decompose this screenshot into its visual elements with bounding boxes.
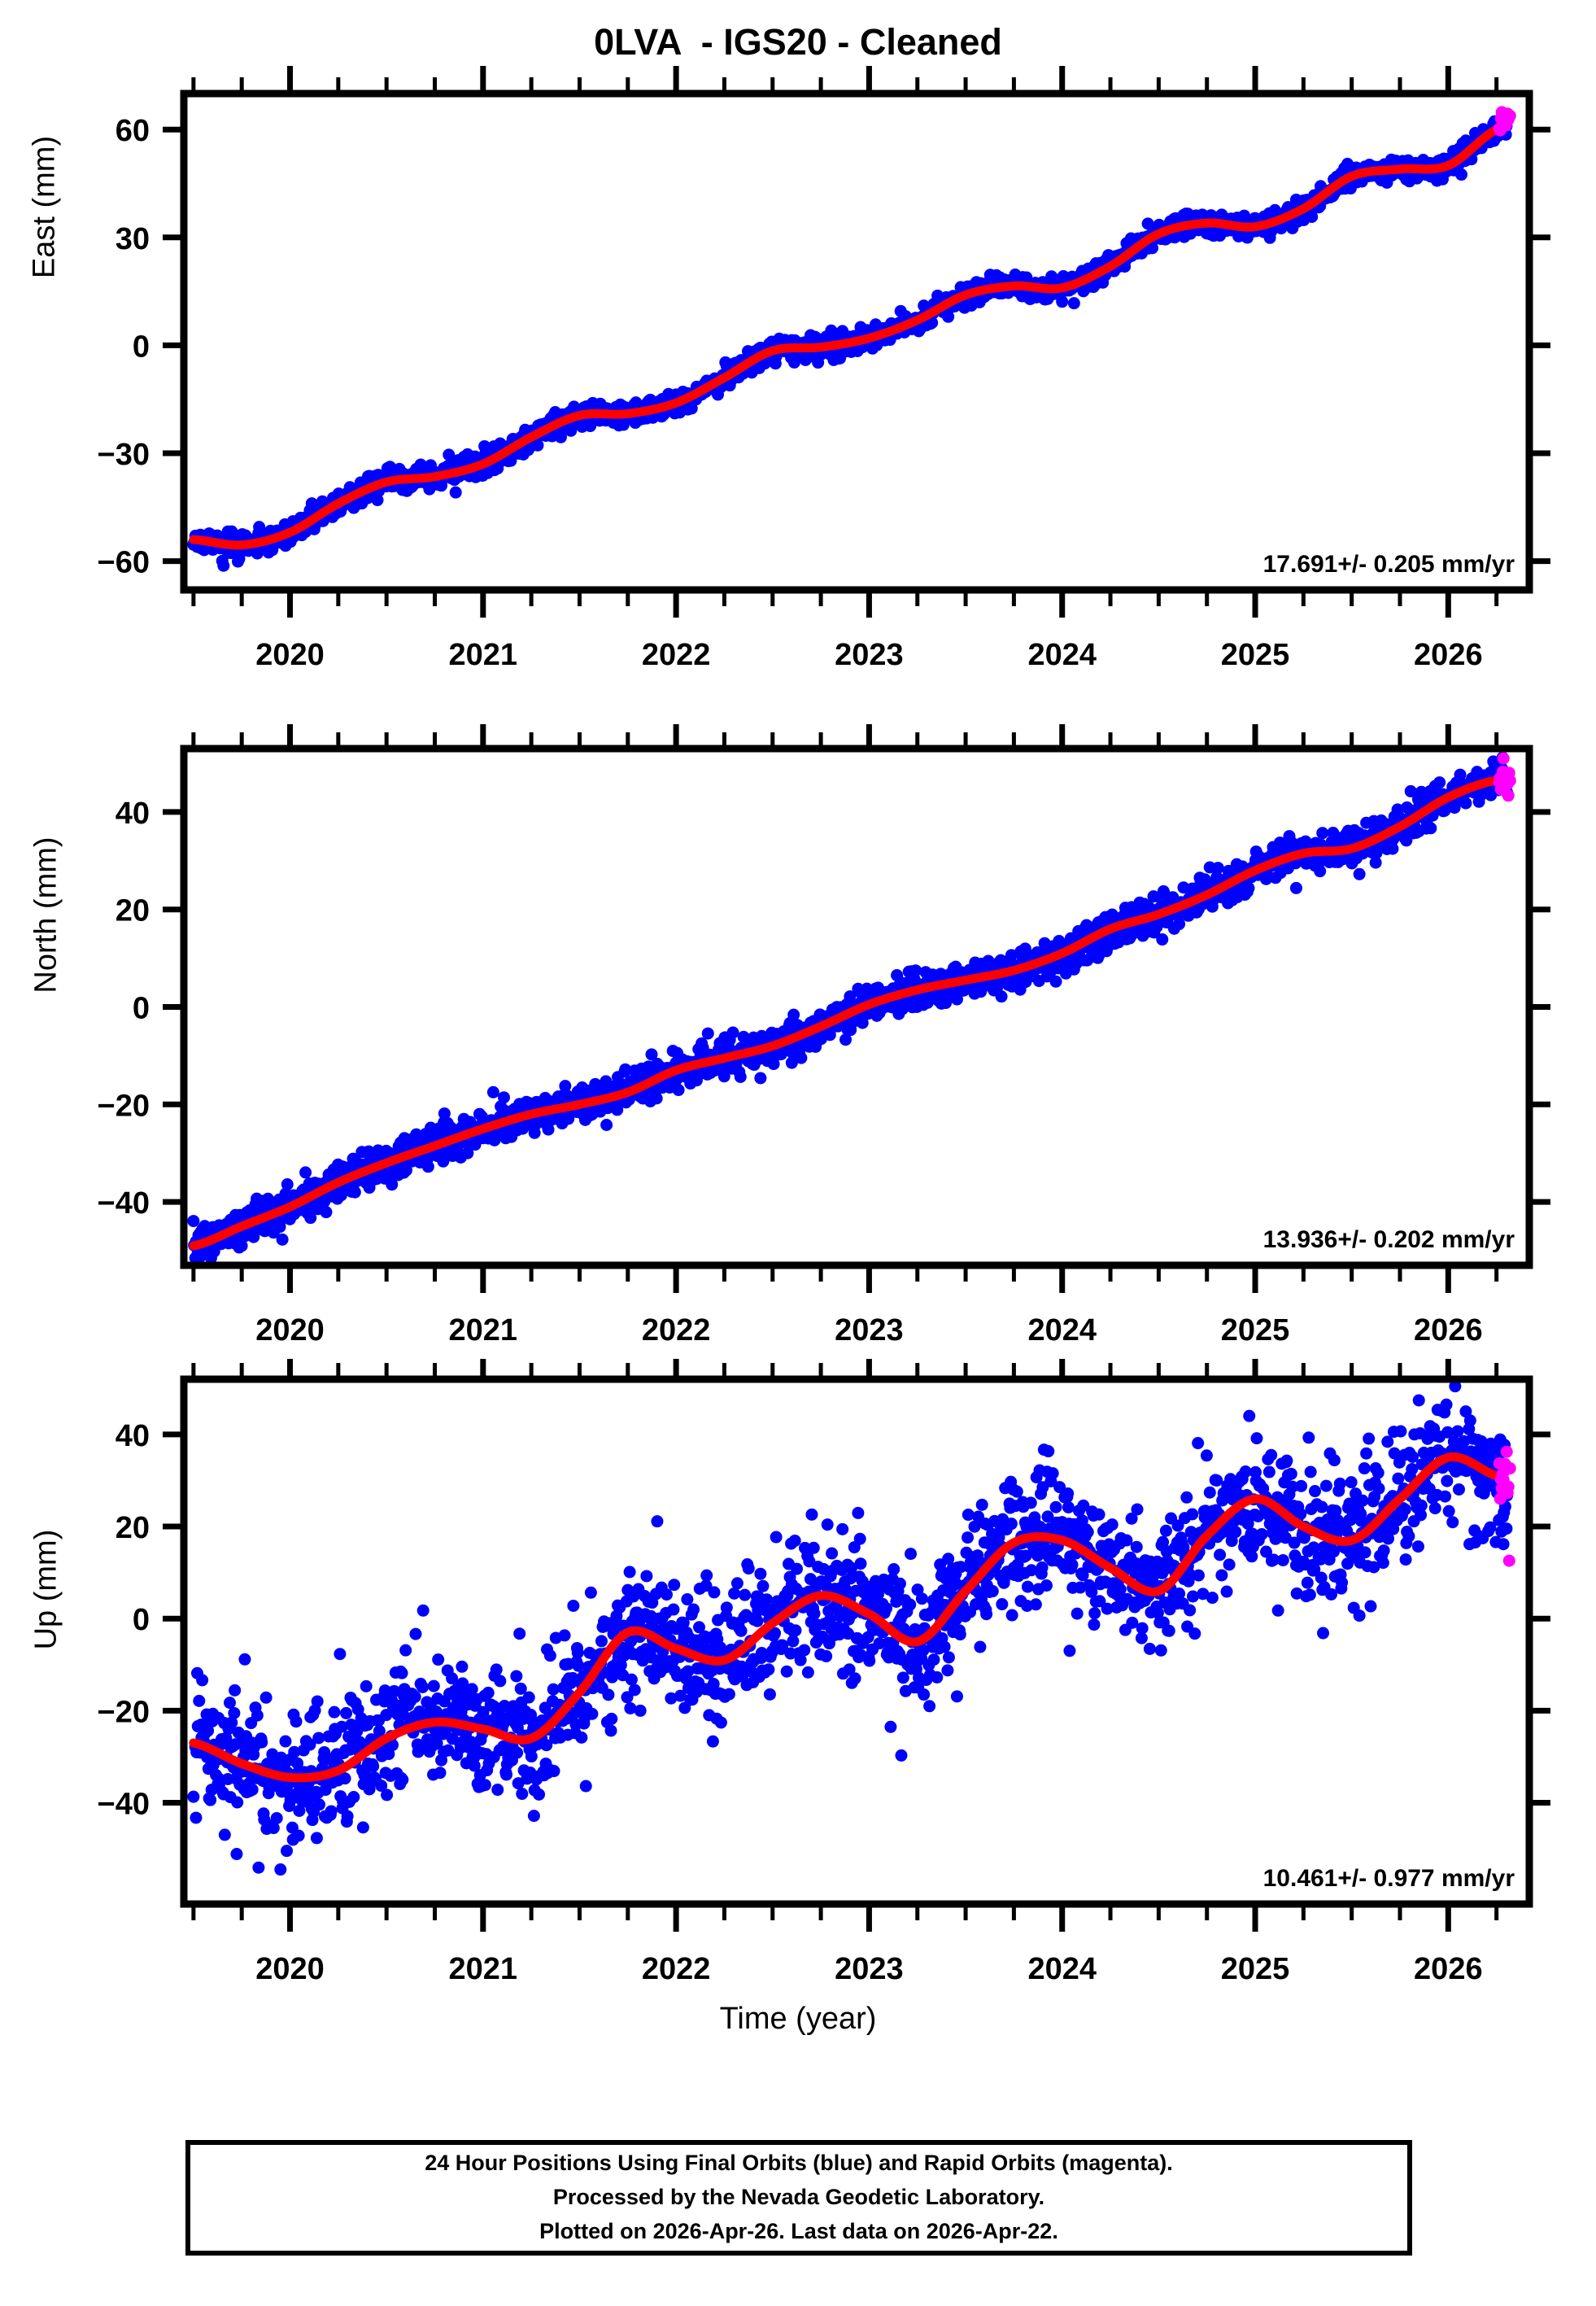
plot-clip-mask (0, 1359, 1596, 2059)
y-tick-label: 20 (116, 894, 150, 928)
x-tick-label: 2021 (449, 638, 518, 672)
model-fit-line (189, 774, 1512, 1251)
plot-clip-mask (0, 65, 1596, 749)
axis-label-time: Time (year) (719, 2002, 877, 2036)
y-tick-label: −40 (98, 1788, 150, 1822)
caption-line-1: 24 Hour Positions Using Final Orbits (bl… (425, 2151, 1173, 2176)
x-tick-label: 2020 (255, 638, 325, 672)
panel-north-svg: −40 −20 0 20 40 2020 2021 2022 2023 2024 2025 2026 1… (0, 724, 1596, 1408)
y-tick-label: −30 (98, 438, 150, 472)
data-points-final-orbits (187, 1380, 1514, 1876)
x-tick-label: 2026 (1414, 638, 1483, 672)
x-tick-label: 2021 (449, 1952, 518, 1986)
rate-annotation: 17.691+/- 0.205 mm/yr (1263, 551, 1515, 578)
model-fit-line (189, 1452, 1512, 1783)
model-fit-line (189, 116, 1512, 550)
x-tick-label: 2020 (255, 1313, 325, 1347)
x-tick-label: 2025 (1221, 638, 1290, 672)
x-tick-label: 2025 (1221, 1952, 1290, 1986)
x-tick-label: 2024 (1027, 1952, 1097, 1986)
panel-east: −60 −30 0 30 60 2020 2021 2022 2023 2024 2025 2026 1… (0, 65, 1596, 749)
y-tick-label: 60 (116, 114, 150, 148)
x-tick-label: 2020 (255, 1952, 325, 1986)
y-tick-label: 40 (116, 797, 150, 831)
y-tick-label: 30 (116, 222, 150, 256)
plot-clip-mask (0, 724, 1596, 1408)
y-tick-label: 0 (133, 992, 150, 1026)
y-tick-label: 0 (133, 1603, 150, 1637)
x-tick-label: 2023 (835, 638, 904, 672)
panel-up-svg: −40 −20 0 20 40 2020 2021 2022 2023 2024 2025 2026 1… (0, 1359, 1596, 2059)
y-tick-label: −40 (98, 1186, 150, 1221)
x-tick-label: 2024 (1027, 638, 1097, 672)
caption-line-2: Processed by the Nevada Geodetic Laborat… (552, 2185, 1045, 2210)
y-tick-label: −60 (98, 546, 150, 580)
x-tick-label: 2022 (642, 1952, 711, 1986)
x-tick-label: 2023 (835, 1952, 904, 1986)
y-tick-label: −20 (98, 1695, 150, 1729)
axis-label-east: East (mm) (27, 135, 62, 279)
x-tick-label: 2022 (642, 638, 711, 672)
panel-north: −40 −20 0 20 40 2020 2021 2022 2023 2024 2025 2026 1… (0, 724, 1596, 1408)
x-tick-label: 2024 (1027, 1313, 1097, 1347)
y-tick-label: 0 (133, 330, 150, 364)
rate-annotation: 13.936+/- 0.202 mm/yr (1263, 1226, 1515, 1253)
x-tick-label: 2021 (449, 1313, 518, 1347)
page-title: 0LVA - IGS20 - Cleaned (594, 21, 1002, 63)
panel-east-svg: −60 −30 0 30 60 2020 2021 2022 2023 2024 2025 2026 1… (0, 65, 1596, 749)
x-tick-label: 2025 (1221, 1313, 1290, 1347)
panel-up: −40 −20 0 20 40 2020 2021 2022 2023 2024 2025 2026 1… (0, 1359, 1596, 2059)
x-tick-label: 2023 (835, 1313, 904, 1347)
x-tick-label: 2026 (1414, 1313, 1483, 1347)
data-points-rapid-orbits (1493, 1445, 1516, 1567)
data-points-rapid-orbits (1493, 106, 1516, 137)
caption-box: 24 Hour Positions Using Final Orbits (bl… (185, 2140, 1412, 2256)
axis-label-up: Up (mm) (28, 1529, 63, 1650)
plot-frame (180, 90, 1533, 594)
x-tick-label: 2026 (1414, 1952, 1483, 1986)
y-tick-label: 40 (116, 1419, 150, 1453)
axis-label-north: North (mm) (28, 836, 63, 994)
caption-line-3: Plotted on 2026-Apr-26. Last data on 202… (539, 2218, 1058, 2243)
plot-frame (180, 1375, 1533, 1908)
x-tick-label: 2022 (642, 1313, 711, 1347)
y-tick-label: −20 (98, 1089, 150, 1123)
y-tick-label: 20 (116, 1511, 150, 1545)
rate-annotation: 10.461+/- 0.977 mm/yr (1263, 1865, 1515, 1892)
data-points-rapid-orbits (1493, 752, 1516, 802)
